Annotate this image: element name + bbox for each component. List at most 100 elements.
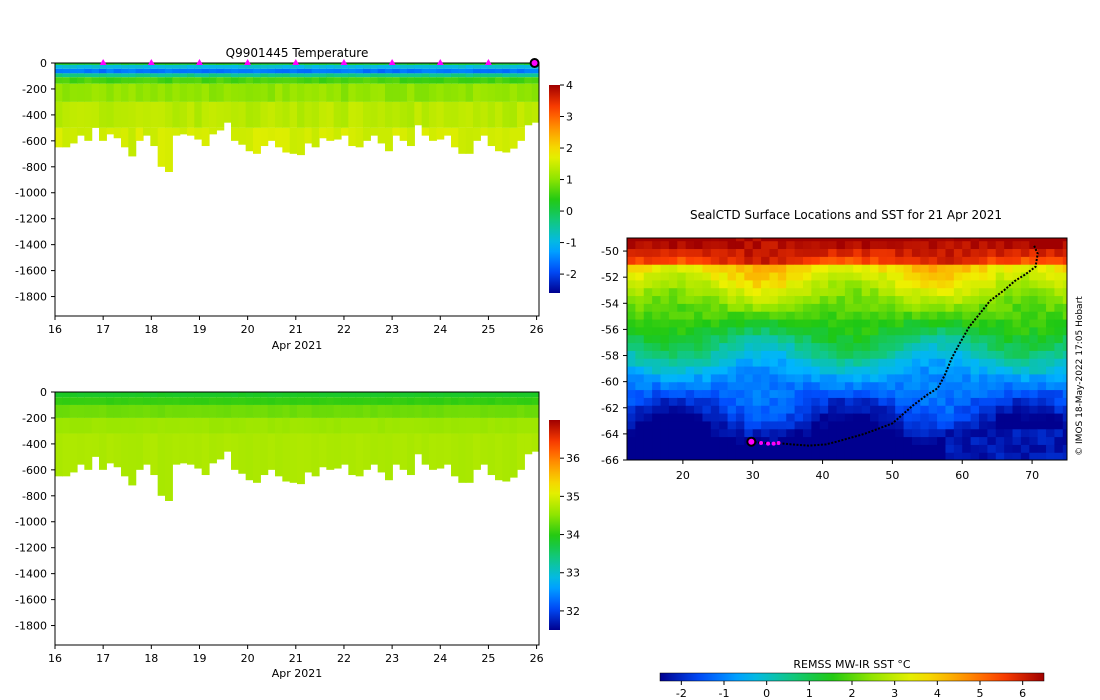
profile-cell (392, 433, 401, 465)
sst-cell (660, 240, 670, 250)
sst-cell (1062, 256, 1067, 265)
sst-cell (853, 295, 863, 304)
profile-cell (399, 73, 408, 78)
sst-cell (752, 397, 762, 406)
sst-cell (643, 420, 653, 430)
profile-cell (253, 63, 261, 65)
profile-cell (311, 73, 320, 78)
profile-cell (502, 127, 511, 153)
sst-cell (627, 248, 636, 257)
sst-cell (1046, 271, 1056, 281)
sst-cell (803, 303, 812, 312)
profile-cell (392, 73, 401, 78)
profile-cell (187, 83, 195, 102)
sst-cell (995, 287, 1005, 297)
profile-cell (135, 433, 144, 470)
sst-cell (761, 358, 771, 367)
sst-cell (819, 326, 829, 336)
profile-cell (385, 433, 393, 481)
x-tick-label: 24 (433, 323, 447, 336)
sst-cell (886, 373, 896, 383)
profile-cell (260, 127, 269, 147)
profile-cell (267, 392, 276, 398)
sst-cell (953, 436, 963, 445)
sst-cell (710, 365, 720, 375)
sst-cell (1054, 287, 1064, 297)
sst-cell (945, 350, 955, 359)
sst-cell (702, 420, 712, 430)
x-tick-label: 17 (96, 323, 110, 336)
sst-cell (903, 271, 913, 281)
sst-cell (828, 342, 838, 351)
sst-cell (962, 412, 972, 422)
profile-cell (509, 68, 518, 74)
sst-cell (1012, 397, 1022, 406)
profile-cell (106, 404, 115, 418)
profile-cell (84, 101, 93, 128)
sst-cell (769, 311, 779, 320)
sst-cell (836, 326, 846, 336)
sst-cell (853, 271, 863, 281)
profile-marker (292, 59, 300, 65)
sst-cell (811, 452, 821, 460)
profile-cell (91, 64, 100, 69)
sst-cell (635, 436, 645, 445)
sst-cell (803, 444, 812, 453)
profile-cell (319, 83, 327, 102)
profile-cell (245, 417, 254, 434)
profile-cell (399, 64, 408, 69)
sst-cell (1012, 271, 1022, 281)
profile-cell (253, 417, 261, 434)
y-tick-label: -1800 (15, 291, 47, 304)
sst-cell (627, 279, 636, 289)
sst-cell (937, 248, 947, 257)
profile-cell (62, 101, 71, 128)
profile-cell (157, 73, 166, 78)
sst-cell (744, 365, 754, 375)
map-y-axis: -50-52-54-56-58-60-62-64-66 (601, 245, 627, 467)
sst-cell (702, 373, 712, 383)
profile-cell (165, 77, 173, 84)
sst-cell (1062, 334, 1067, 344)
profile-cell (55, 417, 63, 434)
profile-cell (487, 101, 496, 128)
sst-cell (937, 452, 947, 460)
sst-colorbar-tick-label: 1 (806, 687, 813, 700)
sst-cell (886, 452, 896, 460)
profile-cell (172, 64, 181, 69)
sst-cell (1046, 295, 1056, 304)
sst-cell (635, 444, 645, 453)
profile-cell (187, 101, 195, 128)
profile-cell (297, 77, 305, 84)
colorbar-tick-label: 35 (566, 490, 580, 503)
profile-cell (143, 77, 151, 84)
profile-cell (55, 127, 63, 148)
sst-cell (803, 311, 812, 320)
profile-cell (143, 392, 151, 398)
profile-cell (201, 392, 210, 398)
profile-cell (385, 63, 393, 65)
colorbar-tick-label: -2 (566, 268, 577, 281)
profile-cell (392, 63, 401, 65)
x-tick-label: 18 (144, 323, 158, 336)
profile-cell (429, 73, 437, 78)
sst-cell (702, 444, 712, 453)
sst-cell (702, 318, 712, 328)
profile-cell (209, 83, 217, 102)
profile-cell (216, 73, 225, 78)
sst-cell (677, 311, 687, 320)
sst-cell (652, 326, 662, 336)
profile-cell (77, 83, 85, 102)
profile-cell (458, 433, 467, 483)
profile-cell (99, 64, 107, 69)
y-tick-label: -800 (22, 490, 47, 503)
profile-cell (238, 127, 247, 145)
profile-cell (465, 127, 474, 154)
profile-cell (223, 64, 232, 69)
sst-cell (819, 373, 829, 383)
sst-cell (769, 389, 779, 398)
profile-cell (451, 63, 459, 65)
sst-cell (970, 240, 980, 250)
sst-cell (828, 311, 838, 320)
profile-cell (392, 127, 401, 136)
